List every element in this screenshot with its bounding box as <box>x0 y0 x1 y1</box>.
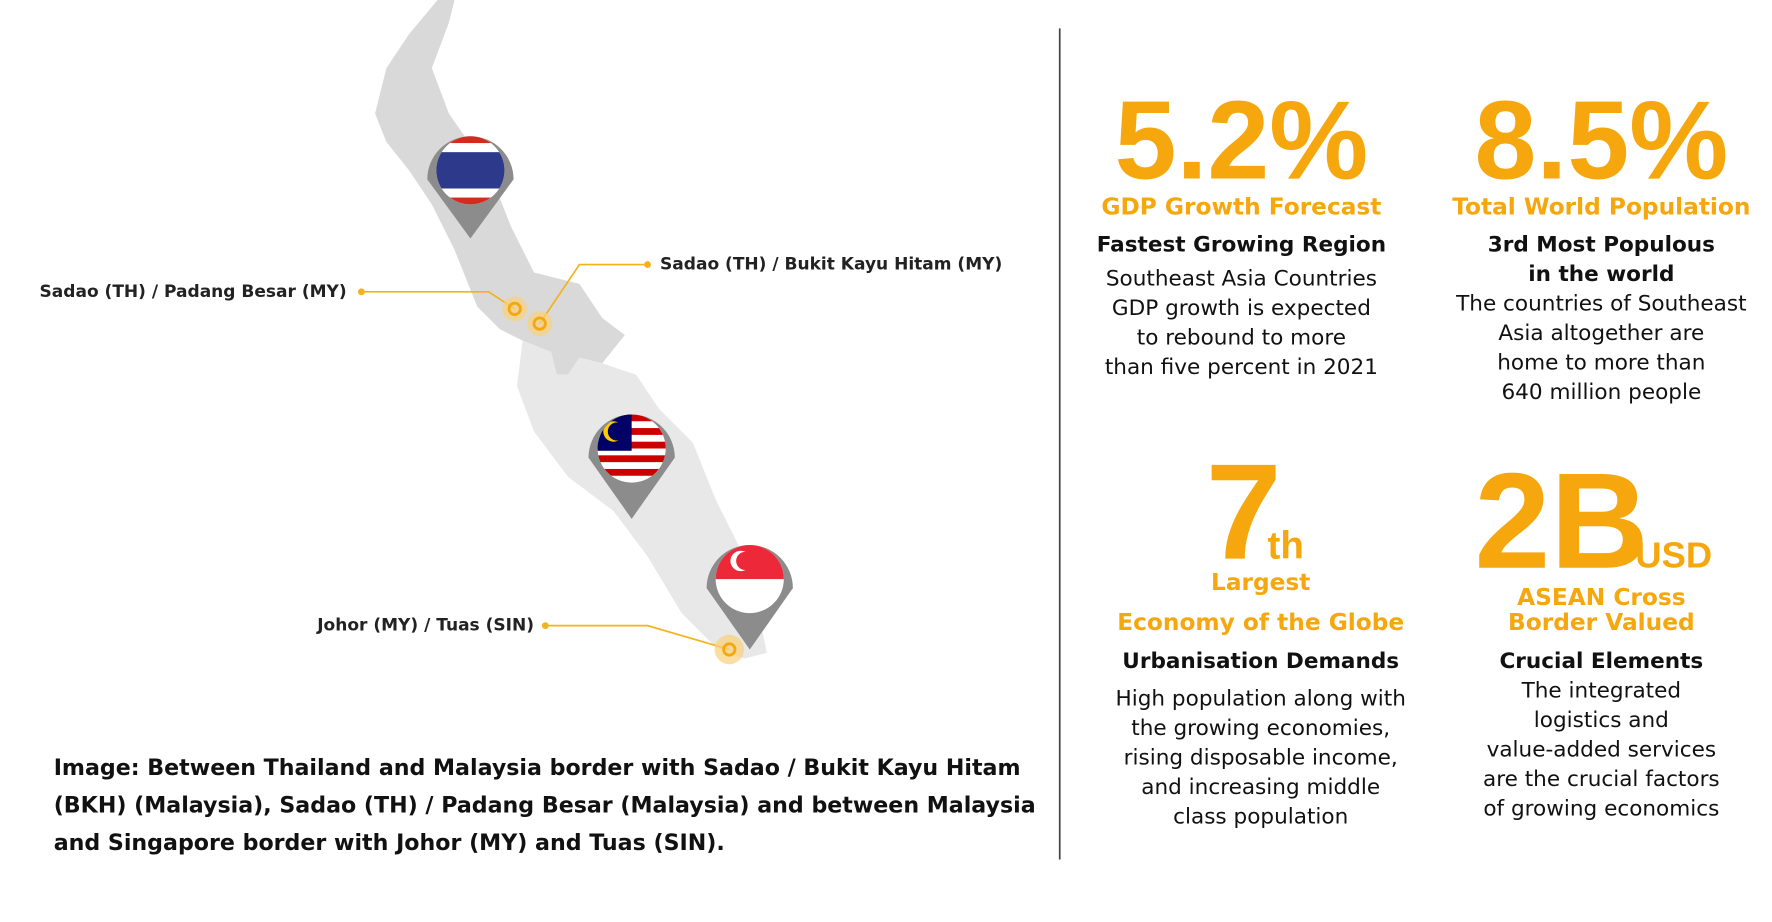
stat-heading: Crucial Elements <box>1499 649 1703 674</box>
stat-heading: Urbanisation Demands <box>1122 649 1399 674</box>
stat-label: Total World Population <box>1452 193 1750 220</box>
stat-body: 640 million people <box>1501 380 1701 405</box>
stat-figure: 2B <box>1475 445 1649 597</box>
thailand-shape <box>375 0 625 375</box>
stat-body: are the crucial factors <box>1483 767 1720 792</box>
map-label: Sadao (TH) / Padang Besar (MY) <box>40 282 347 302</box>
stat-body: and increasing middle <box>1141 775 1380 800</box>
stat-body: Asia altogether are <box>1498 321 1704 346</box>
stat-figure: 7 <box>1206 436 1282 588</box>
stat-suffix: th <box>1268 525 1304 568</box>
pin-singapore <box>706 545 793 650</box>
stat-body: logistics and <box>1534 708 1669 733</box>
stat-body: The integrated <box>1521 679 1682 704</box>
stat-body: class population <box>1173 805 1348 830</box>
stat-body: High population along with <box>1116 686 1406 711</box>
stat-figure: 5.2% <box>1115 77 1369 202</box>
pin-thailand <box>427 136 514 239</box>
caption-line: and Singapore border with Johor (MY) and… <box>54 830 725 856</box>
stat-body: home to more than <box>1497 350 1705 375</box>
stat-body: GDP growth is expected <box>1112 296 1371 321</box>
stat-body: value-added services <box>1487 738 1717 763</box>
stat-label: ASEAN Cross <box>1517 584 1685 611</box>
stat-body: of growing economics <box>1483 797 1719 822</box>
map-label: Johor (MY) / Tuas (SIN) <box>316 616 534 636</box>
stat-figure: 8.5% <box>1475 77 1729 202</box>
caption-line: Image: Between Thailand and Malaysia bor… <box>54 755 1021 781</box>
stat-body: The countries of Southeast <box>1455 291 1746 316</box>
stat-label: Economy of the Globe <box>1117 609 1404 636</box>
markers <box>358 261 745 665</box>
stat-body: to rebound to more <box>1137 325 1346 350</box>
stat-heading: Fastest Growing Region <box>1097 232 1386 257</box>
stat-body: than five percent in 2021 <box>1105 355 1378 380</box>
stat-suffix: USD <box>1635 535 1712 576</box>
map-label: Sadao (TH) / Bukit Kayu Hitam (MY) <box>660 255 1002 275</box>
stat-label: Border Valued <box>1508 609 1695 636</box>
stat-heading: in the world <box>1528 262 1674 287</box>
stat-label: GDP Growth Forecast <box>1101 193 1381 220</box>
pin-malaysia <box>588 414 675 519</box>
stat-label: Largest <box>1211 569 1310 596</box>
caption-line: (BKH) (Malaysia), Sadao (TH) / Padang Be… <box>54 793 1036 819</box>
map <box>358 0 793 665</box>
stat-body: rising disposable income, <box>1124 745 1398 770</box>
stat-body: Southeast Asia Countries <box>1106 266 1377 291</box>
stat-heading: 3rd Most Populous <box>1488 232 1715 257</box>
stat-body: the growing economies, <box>1131 716 1390 741</box>
content: Sadao (TH) / Padang Besar (MY) Sadao (TH)… <box>40 77 1751 856</box>
